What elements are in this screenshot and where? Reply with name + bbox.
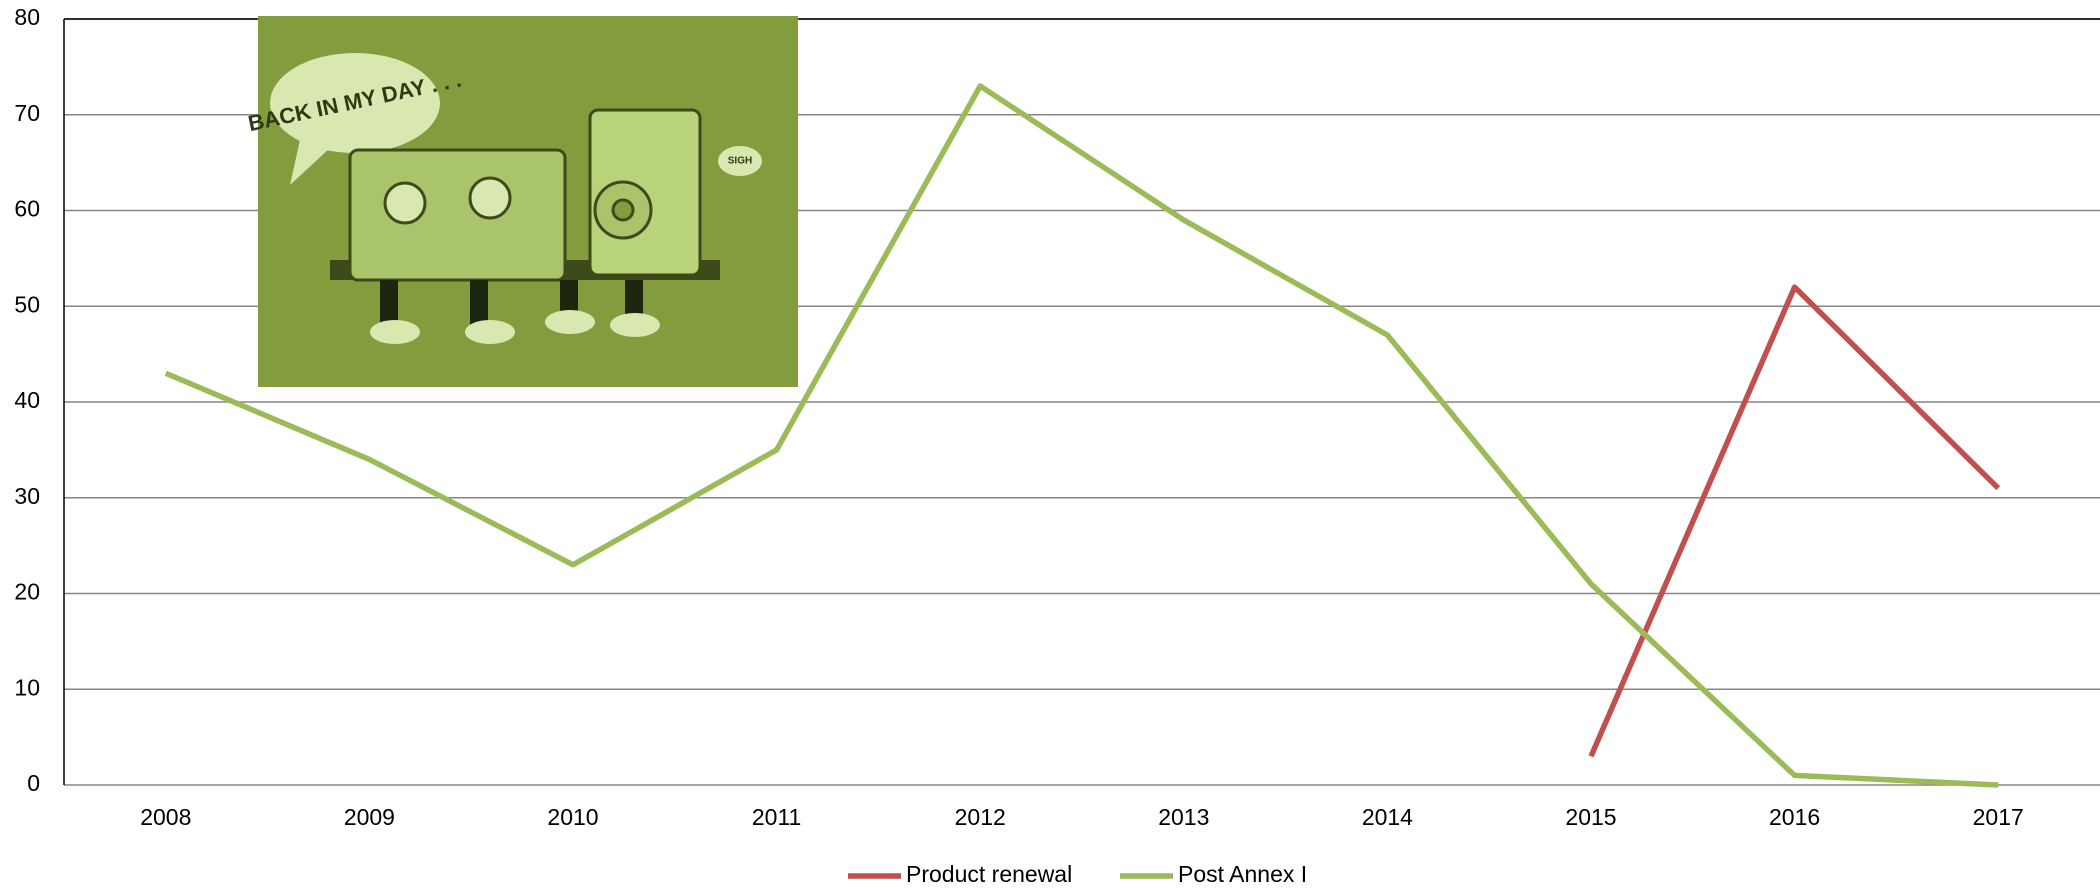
legend-label: Product renewal — [906, 861, 1072, 887]
y-tick-label: 30 — [14, 483, 40, 509]
y-tick-label: 80 — [14, 4, 40, 30]
x-tick-label: 2010 — [547, 804, 598, 830]
legend-label: Post Annex I — [1178, 861, 1307, 887]
series-line — [164, 83, 1999, 788]
x-tick-label: 2011 — [752, 804, 801, 830]
y-tick-label: 0 — [27, 770, 40, 796]
y-tick-label: 20 — [14, 579, 40, 605]
y-tick-label: 50 — [14, 291, 40, 317]
x-tick-label: 2014 — [1362, 804, 1413, 830]
y-tick-label: 40 — [14, 387, 40, 413]
x-tick-label: 2013 — [1158, 804, 1209, 830]
cartoon-image: BACK IN MY DAY . . . SIGH — [246, 16, 798, 387]
x-tick-label: 2012 — [955, 804, 1006, 830]
x-tick-label: 2015 — [1565, 804, 1616, 830]
y-tick-label: 70 — [14, 100, 40, 126]
x-tick-label: 2017 — [1973, 804, 2024, 830]
y-tick-label: 60 — [14, 196, 40, 222]
series-line — [1588, 284, 2001, 758]
x-tick-label: 2009 — [344, 804, 395, 830]
y-tick-label: 10 — [14, 674, 40, 700]
sigh-text: SIGH — [728, 156, 752, 167]
x-tick-label: 2008 — [140, 804, 191, 830]
x-tick-label: 2016 — [1769, 804, 1820, 830]
